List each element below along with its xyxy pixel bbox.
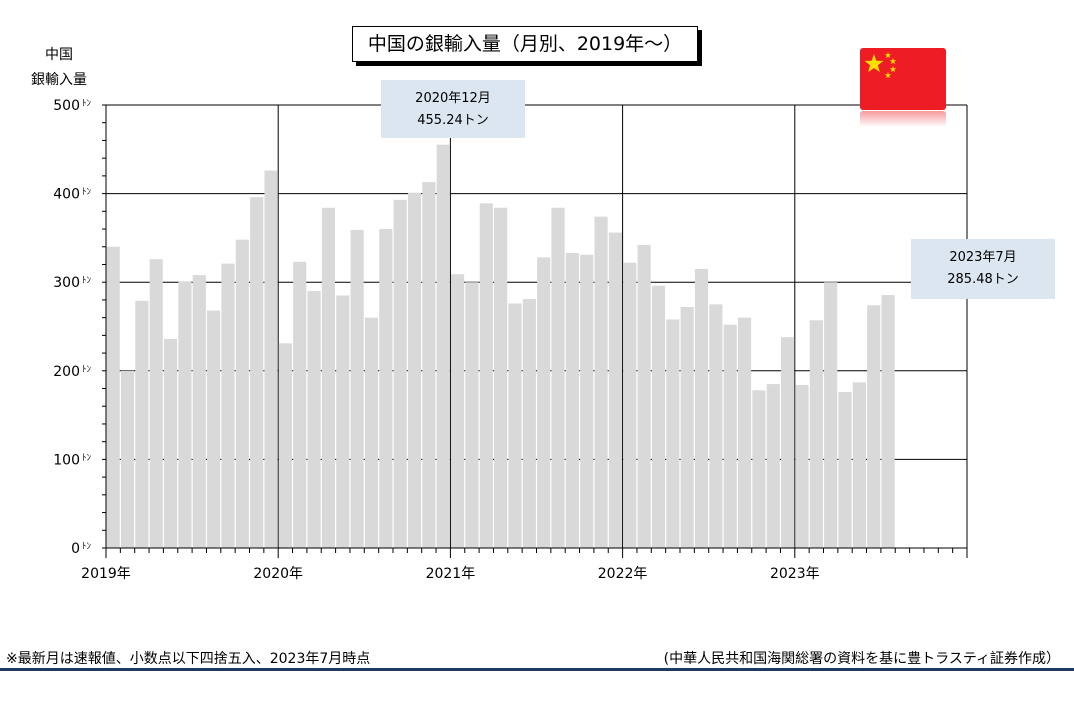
bar [522, 299, 536, 548]
bar [623, 262, 637, 548]
bar [106, 246, 120, 548]
bar [436, 144, 450, 549]
chart-title: 中国の銀輸入量（月別、2019年～） [352, 26, 698, 62]
bar [407, 192, 422, 549]
china-flag-icon [860, 48, 946, 127]
bar [393, 199, 407, 548]
y-tick-label: 400 [53, 187, 80, 203]
y-tick-label: 0 [71, 541, 80, 557]
bar [694, 268, 709, 548]
x-tick-label: 2022年 [598, 566, 648, 582]
y-axis-label-line1: 中国 [45, 47, 73, 63]
bar [508, 303, 522, 548]
bar [307, 291, 321, 548]
y-tick-unit: ﾄﾝ [82, 365, 92, 375]
bar [781, 337, 795, 548]
bar [135, 300, 149, 548]
bar [580, 254, 594, 548]
x-tick-label: 2020年 [253, 566, 303, 582]
bar [608, 232, 622, 549]
bar [594, 216, 608, 549]
bar [192, 275, 206, 548]
bar [881, 295, 895, 548]
bar [651, 285, 666, 548]
bar [364, 317, 379, 548]
bar [795, 384, 809, 548]
bar [451, 274, 465, 548]
bar [738, 317, 752, 548]
bar [207, 310, 221, 548]
bar [752, 390, 766, 548]
callout-peak-month: 2020年12月 [415, 91, 491, 106]
bar [250, 197, 264, 549]
x-tick-label: 2021年 [426, 566, 476, 582]
bar [551, 207, 565, 548]
bar [867, 305, 881, 548]
y-tick-label: 200 [53, 364, 80, 380]
bar [479, 203, 493, 548]
bar [293, 261, 307, 548]
bar [178, 281, 192, 548]
y-tick-unit: ﾄﾝ [82, 99, 92, 109]
callout-peak: 2020年12月 455.24トン [381, 80, 525, 138]
bar [120, 370, 135, 548]
y-tick-unit: ﾄﾝ [82, 542, 92, 552]
bar [494, 207, 508, 548]
bar [723, 324, 737, 548]
y-tick-unit: ﾄﾝ [82, 276, 92, 286]
x-tick-label: 2023年 [770, 566, 820, 582]
bar [666, 319, 680, 548]
bar [809, 320, 823, 548]
bar [565, 252, 579, 548]
grid-lines [106, 104, 968, 548]
bar [164, 338, 178, 548]
bottom-rule [0, 668, 1074, 671]
bar [422, 182, 436, 548]
y-tick-label: 100 [53, 452, 80, 468]
bars [106, 144, 895, 549]
bar [709, 304, 723, 548]
callout-latest-month: 2023年7月 [949, 250, 1017, 265]
source-note: (中華人民共和国海関総署の資料を基に豊トラスティ証券作成） [663, 651, 1060, 667]
y-tick-label: 300 [53, 275, 80, 291]
bar [221, 263, 235, 548]
bar [537, 257, 551, 548]
callout-latest-value: 285.48トン [947, 272, 1019, 287]
y-tick-unit: ﾄﾝ [82, 453, 92, 463]
bar [149, 259, 163, 548]
bar [350, 229, 364, 548]
bar [852, 382, 866, 548]
bar [235, 239, 249, 548]
y-axis-label-line2: 銀輸入量 [31, 72, 87, 88]
axes [102, 104, 968, 558]
callout-latest: 2023年7月 285.48トン [911, 239, 1055, 299]
bar [680, 307, 694, 548]
x-tick-label: 2019年 [81, 566, 131, 582]
bar [336, 295, 350, 548]
footnote: ※最新月は速報値、小数点以下四捨五入、2023年7月時点 [6, 651, 371, 667]
bar [264, 170, 278, 548]
bar [321, 207, 335, 548]
bar [465, 282, 479, 548]
callout-peak-value: 455.24トン [417, 113, 489, 128]
bar [766, 384, 780, 548]
y-tick-unit: ﾄﾝ [82, 188, 92, 198]
bar [838, 392, 852, 548]
bar [278, 343, 292, 548]
bar [637, 244, 651, 548]
bar [379, 229, 393, 549]
y-tick-label: 500 [53, 98, 80, 114]
bar [824, 282, 838, 548]
